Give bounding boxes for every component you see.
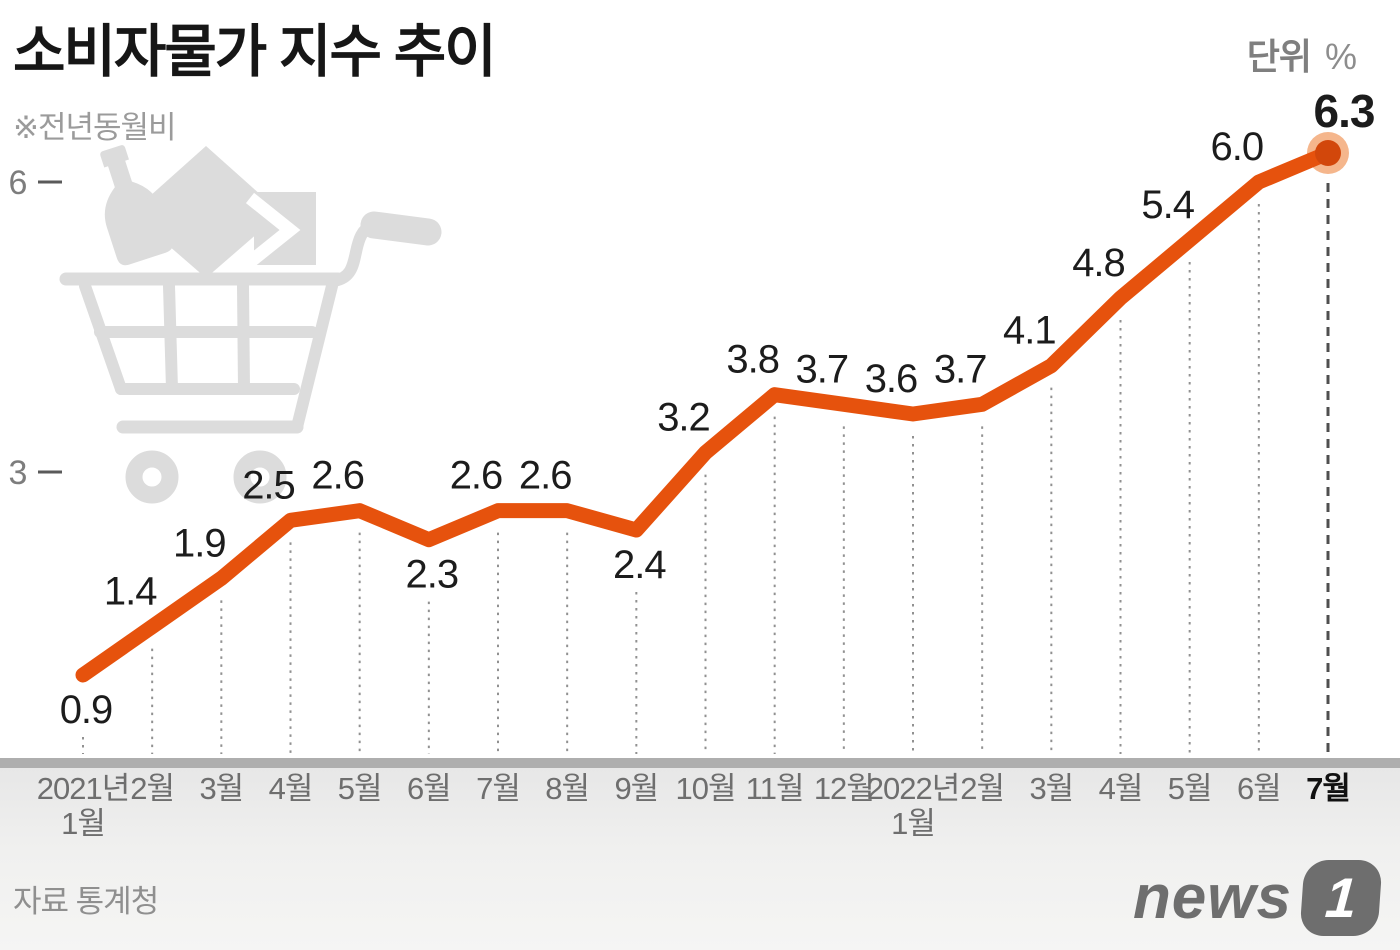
logo-one-box: 1: [1299, 860, 1383, 936]
data-label: 0.9: [60, 688, 113, 732]
shopping-cart-icon: [59, 145, 442, 504]
x-axis-label: 3월: [1029, 771, 1074, 806]
unit-prefix: 단위: [1246, 36, 1312, 77]
x-axis-label: 2월: [130, 771, 175, 806]
data-label: 3.6: [865, 357, 918, 401]
data-label: 5.4: [1141, 183, 1194, 227]
unit-label: 단위%: [1246, 28, 1357, 80]
data-label: 2.6: [450, 454, 503, 498]
x-axis-label: 10월: [675, 771, 736, 806]
x-axis-band: [0, 758, 1400, 768]
y-axis-ticks: 36: [9, 164, 62, 492]
x-axis-label: 3월: [199, 771, 244, 806]
x-axis-label: 6월: [1236, 771, 1282, 806]
x-axis-label: 6월: [406, 771, 452, 806]
x-axis-label: 7월: [1306, 771, 1351, 806]
data-label: 2.6: [311, 454, 364, 498]
y-tick-label: 6: [9, 164, 28, 202]
data-label: 2.6: [519, 454, 572, 498]
x-axis-label: 11월: [745, 771, 805, 806]
y-tick-label: 3: [9, 454, 28, 492]
data-labels: 0.9 1.4 1.9 2.5 2.6 2.3 2.6 2.6 2.4 3.2 3.8 3.7 3.6 3…: [60, 85, 1376, 732]
data-label: 1.4: [104, 570, 157, 614]
trend-line-group: [75, 132, 1349, 683]
x-axis-label: 2월: [960, 771, 1005, 806]
x-axis-label: 4월: [1098, 771, 1144, 806]
unit-symbol: %: [1324, 36, 1357, 77]
x-axis-label: 8월: [545, 771, 590, 806]
data-label: 2.3: [406, 553, 459, 597]
data-label: 1.9: [173, 521, 226, 565]
x-axis-label: 7월: [476, 771, 521, 806]
data-label: 6.0: [1211, 125, 1264, 169]
chart-title: 소비자물가 지수 추이: [13, 20, 497, 84]
x-axis-label: 2022년 1월: [866, 771, 960, 841]
footer-background: [0, 768, 1400, 950]
x-axis-label: 5월: [337, 771, 383, 806]
data-label: 3.2: [657, 396, 710, 440]
data-label: 3.7: [796, 347, 849, 391]
end-point-dot: [1315, 140, 1341, 166]
data-label: 3.8: [726, 338, 779, 382]
data-label: 2.4: [613, 543, 666, 587]
chart-note: ※전년동월비: [13, 110, 177, 145]
grid-lines: [82, 183, 1330, 754]
data-label: 3.7: [934, 347, 987, 391]
source-label: 자료 통계청: [13, 884, 159, 919]
data-label: 6.3: [1314, 85, 1375, 137]
logo-one-text: 1: [1323, 866, 1359, 929]
data-label: 2.5: [242, 463, 295, 507]
x-axis-label: 4월: [268, 771, 314, 806]
x-axis-label: 9월: [614, 771, 659, 806]
x-axis-label: 2021년 1월: [36, 771, 130, 841]
data-label: 4.1: [1003, 309, 1056, 353]
logo-news-text: news: [1132, 863, 1292, 932]
trend-line: [75, 145, 1336, 683]
x-axis-label: 12월: [813, 771, 875, 806]
x-axis-label: 5월: [1167, 771, 1213, 806]
data-label: 4.8: [1072, 241, 1125, 285]
news1-logo: news 1: [1132, 858, 1383, 938]
